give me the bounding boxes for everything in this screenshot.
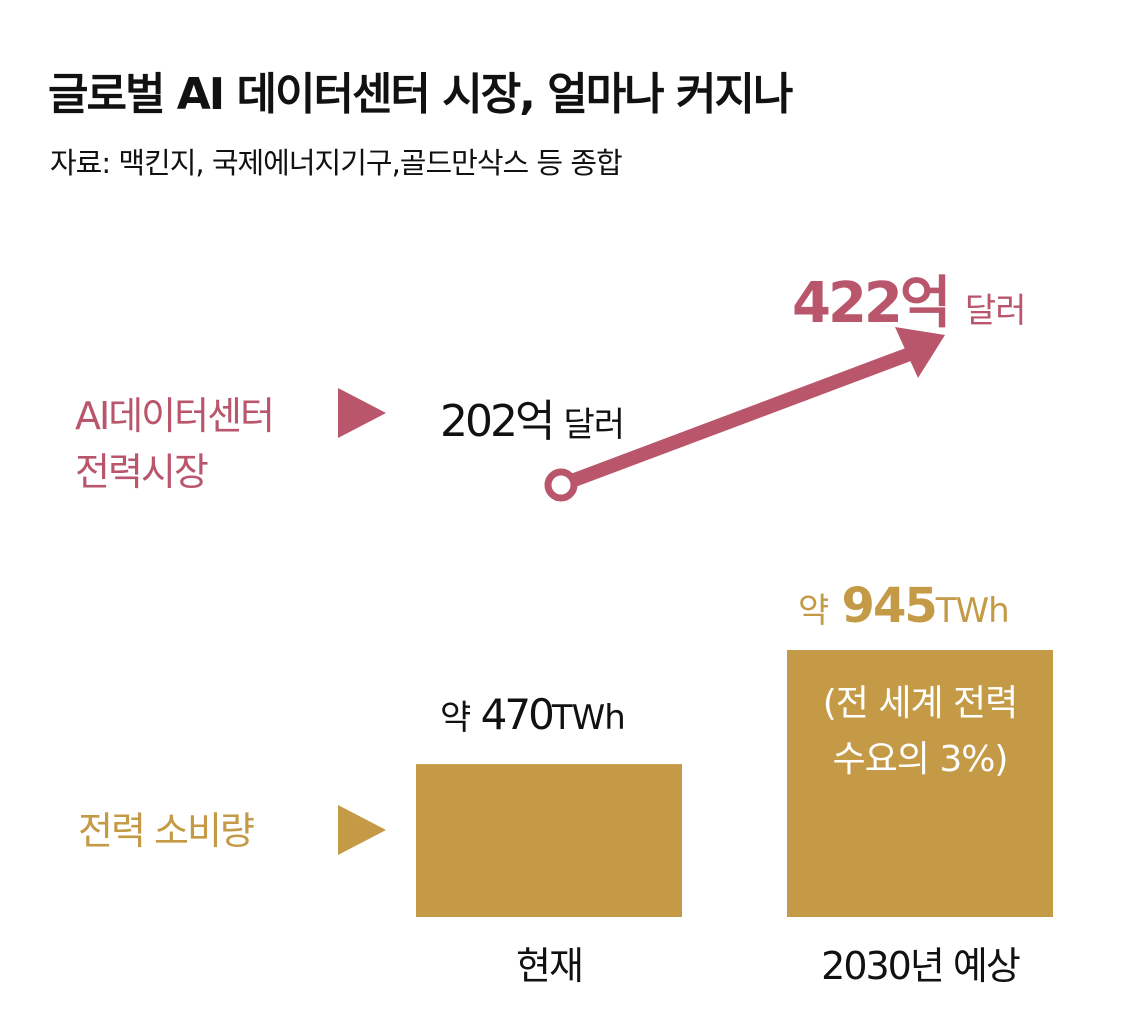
- market-start-number: 202억: [440, 396, 555, 447]
- bar-value-label-2030: 약 945TWh: [798, 578, 1010, 634]
- market-start-point: [544, 468, 578, 502]
- market-start-unit: 달러: [563, 405, 625, 445]
- market-start-value: 202억 달러: [440, 385, 625, 449]
- bar-1: [787, 650, 1053, 917]
- market-end-unit: 달러: [964, 291, 1027, 331]
- market-label: AI데이터센터 전력시장: [75, 388, 275, 500]
- note-line2: 수요의 3%): [832, 739, 1009, 780]
- power-pointer-icon: [338, 805, 386, 855]
- bar-0: [416, 764, 682, 917]
- prefix: 약: [440, 698, 471, 738]
- note-line1: (전 세계 전력: [822, 683, 1019, 724]
- market-growth-arrow-line: [558, 345, 918, 492]
- power-label: 전력 소비량: [78, 809, 255, 853]
- market-label-line2: 전력시장: [75, 450, 209, 494]
- market-growth-arrowhead-icon: [895, 327, 945, 378]
- source-note: 자료: 맥킨지, 국제에너지기구,골드만삭스 등 종합: [50, 146, 623, 180]
- bar-note: (전 세계 전력 수요의 3%): [787, 676, 1053, 788]
- unit: TWh: [551, 698, 626, 738]
- chart-title: 글로벌 AI 데이터센터 시장, 얼마나 커지나: [48, 69, 793, 120]
- bar-value-label-current: 약 470TWh: [440, 690, 626, 739]
- value: 945: [841, 578, 938, 634]
- unit: TWh: [935, 591, 1010, 631]
- category-label-2030: 2030년 예상: [821, 944, 1021, 988]
- value: 470: [480, 690, 555, 739]
- market-pointer-icon: [338, 388, 386, 438]
- category-label-current: 현재: [516, 944, 584, 988]
- market-end-value: 422억 달러: [792, 258, 1027, 339]
- market-end-number: 422억: [792, 271, 951, 336]
- market-label-line1: AI데이터센터: [75, 394, 275, 438]
- prefix: 약: [798, 591, 829, 631]
